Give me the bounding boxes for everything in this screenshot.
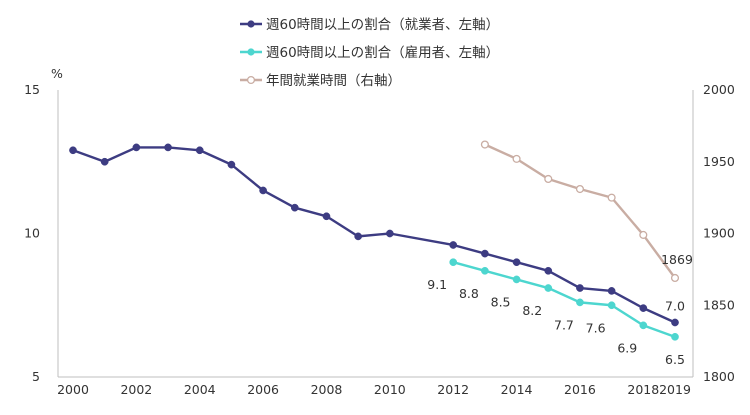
data-point <box>639 230 648 239</box>
data-point <box>607 193 616 202</box>
x-axis-tick-label: 2014 <box>501 382 533 397</box>
legend-label: 週60時間以上の割合（雇用者、左軸） <box>266 44 499 61</box>
right-axis-tick-label: 1950 <box>703 154 735 169</box>
data-point <box>100 157 109 166</box>
data-point <box>481 266 489 275</box>
right-axis-tick-label: 2000 <box>703 82 735 97</box>
right-axis-tick-label: 1850 <box>703 297 735 312</box>
series-layer <box>69 140 680 341</box>
right-axis-tick-label: 1800 <box>703 369 735 384</box>
data-point <box>575 184 584 194</box>
data-point <box>576 298 584 307</box>
right-axis-tick-label: 1900 <box>703 226 735 241</box>
data-label: 1869 <box>661 252 693 267</box>
data-label: 6.5 <box>665 352 685 367</box>
legend-swatch-marker <box>246 75 256 85</box>
data-point <box>195 146 204 155</box>
x-axis-tick-label: 2002 <box>120 382 152 397</box>
data-label: 8.2 <box>522 303 542 318</box>
data-label: 9.1 <box>427 277 447 292</box>
data-label: 6.9 <box>617 340 637 355</box>
data-point <box>449 258 458 267</box>
data-point <box>449 241 458 249</box>
data-point <box>544 266 553 275</box>
legend-item-2: 週60時間以上の割合（雇用者、左軸） <box>240 44 499 61</box>
data-point <box>512 275 521 284</box>
data-point <box>290 203 299 212</box>
data-point <box>481 249 489 258</box>
data-point <box>259 186 267 195</box>
data-label: 7.7 <box>554 317 574 332</box>
x-axis-tick-label: 2010 <box>374 382 406 397</box>
x-axis-tick-label: 2000 <box>57 382 89 397</box>
legend-label: 年間就業時間（右軸） <box>266 73 401 89</box>
data-point <box>69 146 77 155</box>
x-axis-tick-label: 2008 <box>311 382 343 397</box>
left-axis-tick-label: 10 <box>24 226 40 241</box>
data-point <box>576 284 584 292</box>
data-point <box>227 160 236 169</box>
legend-swatch-marker <box>247 48 255 56</box>
series-line-1 <box>72 146 676 324</box>
data-point <box>607 287 616 295</box>
data-point <box>512 154 521 163</box>
axes: 5 10 15% 1800 1850 1900 1950 2000 2000 2002 2004 20… <box>24 66 735 397</box>
data-point <box>671 332 679 341</box>
data-label: 8.5 <box>491 294 511 309</box>
series-line-2 <box>452 261 676 338</box>
x-axis-tick-label: 2012 <box>437 382 469 397</box>
legend-item-1: 週60時間以上の割合（就業者、左軸） <box>240 16 499 33</box>
data-label: 7.0 <box>665 298 685 313</box>
legend-item-3: 年間就業時間（右軸） <box>240 73 401 89</box>
series-line-3 <box>484 143 676 279</box>
data-label: 8.8 <box>459 286 479 301</box>
data-point <box>512 258 521 267</box>
data-point <box>639 304 648 312</box>
legend-label: 週60時間以上の割合（就業者、左軸） <box>266 16 499 33</box>
x-axis-tick-label: 2019 <box>659 382 691 397</box>
x-axis-tick-label: 2016 <box>564 382 596 397</box>
data-point <box>322 212 331 221</box>
left-axis-tick-label: 15 <box>24 82 40 97</box>
left-axis-unit: % <box>51 66 63 81</box>
data-point <box>132 143 141 152</box>
data-point <box>544 174 553 184</box>
x-axis-tick-label: 2006 <box>247 382 279 397</box>
data-point <box>671 318 679 327</box>
legend-swatch-marker <box>247 20 255 28</box>
data-label: 7.6 <box>586 320 606 335</box>
data-labels: 7.0 9.1 8.8 8.5 8.2 7.7 7.6 6.9 6.5 1869 <box>427 252 693 367</box>
data-point <box>639 321 648 330</box>
data-point <box>164 143 172 152</box>
data-point <box>385 229 394 238</box>
x-axis-tick-label: 2004 <box>184 382 216 397</box>
left-axis-tick-label: 5 <box>32 369 40 384</box>
data-point <box>480 140 489 149</box>
data-point <box>670 273 680 283</box>
x-axis-tick-label: 2018 <box>627 382 659 397</box>
data-point <box>607 301 616 310</box>
data-point <box>354 232 363 241</box>
data-point <box>544 284 553 292</box>
legend: 週60時間以上の割合（就業者、左軸） 週60時間以上の割合（雇用者、左軸） 年間就業… <box>240 16 499 89</box>
